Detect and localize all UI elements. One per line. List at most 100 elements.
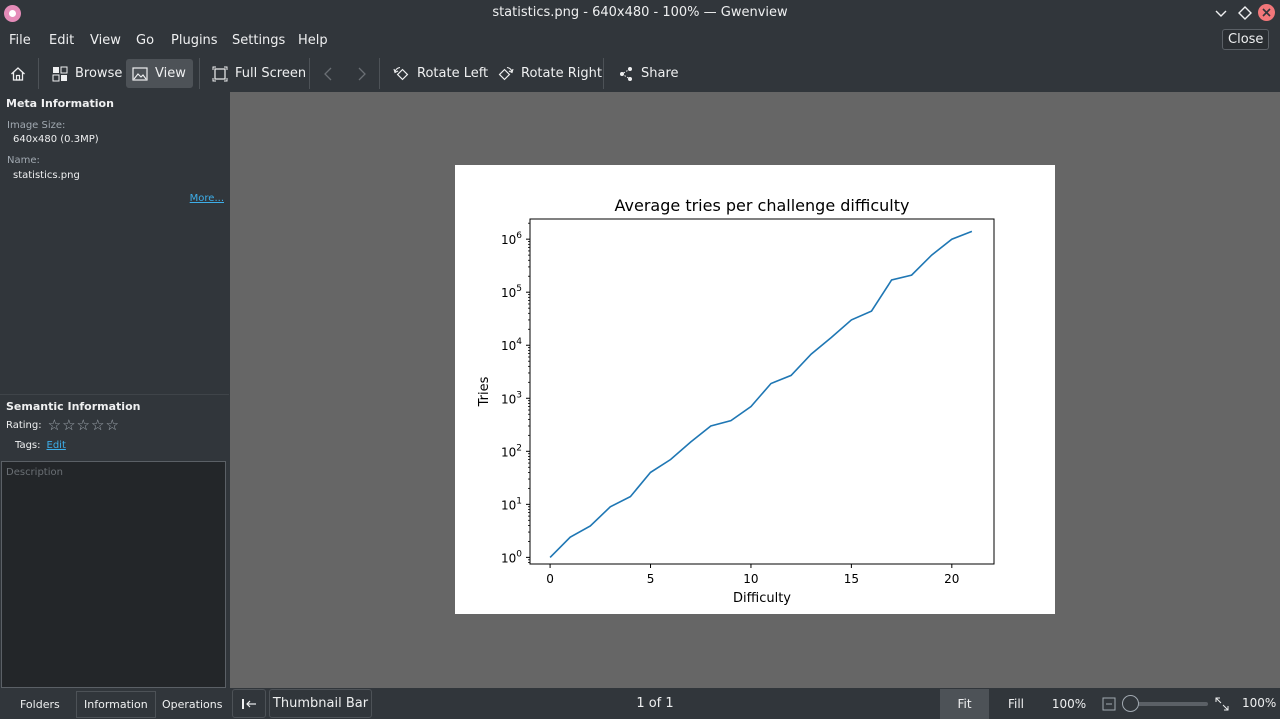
toolbar-separator xyxy=(309,58,310,89)
name-value: statistics.png xyxy=(13,170,80,181)
rating-row: Rating: ☆ ☆ ☆ ☆ ☆ xyxy=(6,418,119,433)
rotate-left-label: Rotate Left xyxy=(417,66,489,81)
home-icon xyxy=(11,66,25,81)
menu-bar: File Edit View Go Plugins Settings Help xyxy=(0,28,1280,54)
menu-go[interactable]: Go xyxy=(136,33,155,48)
semantic-information-title: Semantic Information xyxy=(6,400,141,413)
sidebar: Meta Information Image Size: 640x480 (0.… xyxy=(0,92,229,689)
zoom-slider-handle[interactable] xyxy=(1122,695,1139,712)
gwenview-app-icon[interactable] xyxy=(4,5,21,22)
rating-label: Rating: xyxy=(6,420,42,431)
close-tooltip: Close xyxy=(1222,29,1270,50)
star-icon[interactable]: ☆ xyxy=(105,416,119,434)
title-bar: statistics.png - 640x480 - 100% — Gwenvi… xyxy=(0,0,1280,27)
tags-edit-link[interactable]: Edit xyxy=(46,440,66,451)
toggle-sidebar-button[interactable] xyxy=(232,689,266,718)
browse-grid-icon xyxy=(52,66,68,81)
more-link[interactable]: More... xyxy=(189,193,224,204)
star-icon[interactable]: ☆ xyxy=(47,416,62,434)
zoom-out-icon[interactable] xyxy=(1102,697,1116,711)
toolbar-separator xyxy=(199,58,200,89)
share-button[interactable]: Share xyxy=(612,59,685,88)
star-icon[interactable]: ☆ xyxy=(62,416,76,434)
menu-file[interactable]: File xyxy=(9,33,31,48)
star-icon[interactable]: ☆ xyxy=(76,416,90,434)
maximize-icon[interactable] xyxy=(1236,4,1254,22)
image-size-value: 640x480 (0.3MP) xyxy=(13,134,99,145)
toolbar-separator xyxy=(38,58,39,89)
x-axis-label: Difficulty xyxy=(733,591,791,606)
zoom-100-button[interactable]: 100% xyxy=(1051,697,1087,711)
y-tick-label: 100 xyxy=(501,549,522,565)
image-icon xyxy=(132,66,148,81)
toolbar-separator xyxy=(603,58,604,89)
zoom-fit-button[interactable]: Fit xyxy=(940,689,989,719)
y-tick-label: 103 xyxy=(501,390,522,406)
rotate-left-icon xyxy=(393,66,409,80)
view-label: View xyxy=(155,66,186,81)
y-tick-label: 105 xyxy=(501,284,522,300)
minimize-icon[interactable] xyxy=(1212,4,1230,22)
name-label: Name: xyxy=(7,155,40,166)
collapse-sidebar-icon xyxy=(242,698,256,709)
chevron-left-icon xyxy=(324,67,332,80)
y-tick-label: 101 xyxy=(501,496,522,512)
home-button[interactable] xyxy=(4,59,32,88)
browse-button[interactable]: Browse xyxy=(46,59,128,88)
next-button[interactable] xyxy=(348,59,374,88)
y-axis-label: Tries xyxy=(477,376,492,407)
full-screen-icon xyxy=(212,66,228,81)
browse-label: Browse xyxy=(75,66,123,81)
image-size-label: Image Size: xyxy=(7,120,66,131)
x-tick-label: 10 xyxy=(743,572,758,586)
tab-information[interactable]: Information xyxy=(76,691,156,718)
rotate-right-icon xyxy=(498,66,514,80)
sidebar-divider xyxy=(0,394,229,395)
description-field[interactable]: Description xyxy=(1,461,226,688)
share-icon xyxy=(620,66,632,81)
view-button[interactable]: View xyxy=(126,59,193,88)
image-viewport[interactable]: 0 5 10 15 20 100 101 102 103 104 105 106 Average tri… xyxy=(230,92,1280,688)
zoom-slider[interactable] xyxy=(1130,702,1208,706)
full-screen-button[interactable]: Full Screen xyxy=(206,59,312,88)
tab-operations[interactable]: Operations xyxy=(162,698,223,711)
y-tick-label: 106 xyxy=(501,231,522,247)
menu-view[interactable]: View xyxy=(90,33,121,48)
page-count: 1 of 1 xyxy=(636,696,674,711)
previous-button[interactable] xyxy=(316,59,342,88)
rating-stars[interactable]: ☆ ☆ ☆ ☆ ☆ xyxy=(48,418,119,433)
zoom-fill-button[interactable]: Fill xyxy=(1007,697,1025,711)
x-tick-label: 20 xyxy=(944,572,959,586)
close-window-icon[interactable] xyxy=(1258,4,1275,21)
zoom-percentage: 100% xyxy=(1242,696,1277,710)
tab-folders[interactable]: Folders xyxy=(20,698,60,711)
tags-label: Tags: xyxy=(15,440,41,451)
data-series-line xyxy=(549,230,973,558)
share-label: Share xyxy=(641,66,679,81)
zoom-in-icon[interactable] xyxy=(1215,697,1229,711)
rotate-left-button[interactable]: Rotate Left xyxy=(387,59,494,88)
rotate-right-button[interactable]: Rotate Right xyxy=(491,59,608,88)
y-tick-label: 102 xyxy=(501,443,522,459)
full-screen-label: Full Screen xyxy=(235,66,307,81)
description-placeholder: Description xyxy=(6,467,63,478)
menu-edit[interactable]: Edit xyxy=(49,33,75,48)
main-toolbar: Browse View Full Screen Rotate Left Rota… xyxy=(0,55,1280,92)
thumbnail-bar-button[interactable]: Thumbnail Bar xyxy=(269,689,372,718)
rotate-right-label: Rotate Right xyxy=(521,66,602,81)
meta-information-title: Meta Information xyxy=(6,97,114,110)
tags-row: Tags: Edit xyxy=(15,440,66,451)
menu-plugins[interactable]: Plugins xyxy=(171,33,218,48)
menu-help[interactable]: Help xyxy=(298,33,328,48)
x-tick-label: 5 xyxy=(647,572,655,586)
menu-settings[interactable]: Settings xyxy=(232,33,286,48)
status-bar: Folders Information Operations Thumbnail… xyxy=(0,688,1280,719)
y-tick-label: 104 xyxy=(501,337,522,353)
toolbar-separator xyxy=(379,58,380,89)
axes-frame xyxy=(529,218,995,565)
chart-title: Average tries per challenge difficulty xyxy=(615,196,910,215)
window-title: statistics.png - 640x480 - 100% — Gwenvi… xyxy=(492,5,788,20)
statistics-chart: 0 5 10 15 20 100 101 102 103 104 105 106 Average tri… xyxy=(477,196,995,606)
chevron-right-icon xyxy=(358,67,366,80)
star-icon[interactable]: ☆ xyxy=(90,416,105,434)
